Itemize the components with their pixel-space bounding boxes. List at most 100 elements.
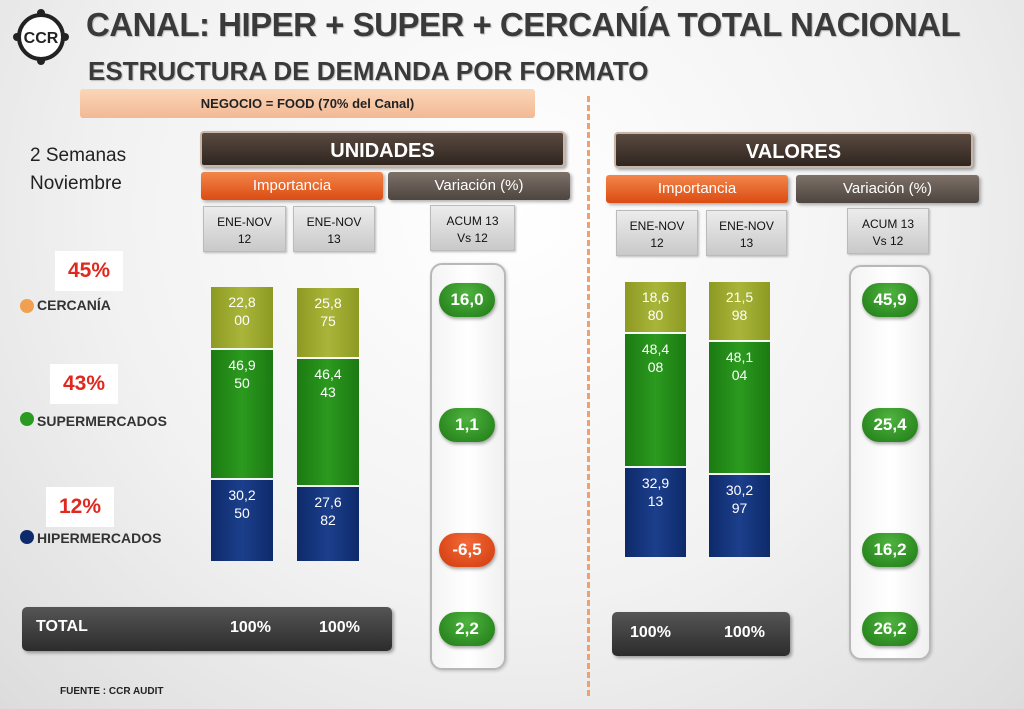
valores-total-bar: 100% 100% [612,612,790,656]
unidades-variation-supermercados: 1,1 [439,408,495,442]
segment-value-label-line2: 04 [731,367,748,383]
valores-col-2013: ENE-NOV 13 [706,210,787,256]
valores-bar-2013-segment-cercania: 21,5 98 [709,282,770,340]
period-line1: 2 Semanas [30,145,127,166]
unidades-variation-total: 2,2 [439,612,495,646]
valores-bar-2012-segment-supermercados: 48,4 08 [625,334,686,466]
unidades-bar-2012: 30,2 50 46,9 50 22,8 00 [211,285,273,561]
valores-col-acum: ACUM 13 Vs 12 [847,208,929,254]
unidades-variation-column [430,263,506,670]
valores-variation-cercania: 45,9 [862,283,918,317]
segment-value-label-line2: 00 [234,312,250,328]
ccr-logo: CCR [12,8,70,66]
valores-header: VALORES [614,132,973,168]
valores-variation-total: 26,2 [862,612,918,646]
unidades-total-label: TOTAL [36,618,88,635]
unidades-col-2012: ENE-NOV 12 [203,206,286,252]
valores-col-2012-line2: 12 [650,236,664,250]
valores-bar-2013: 30,2 97 48,1 04 21,5 98 [709,281,770,557]
unidades-bar-2013-segment-cercania: 25,8 75 [297,288,359,357]
valores-bar-2013-segment-hipermercados: 30,2 97 [709,475,770,557]
valores-col-acum-line2: Vs 12 [872,234,904,248]
unidades-col-2012-line1: ENE-NOV [217,215,272,229]
page-title: CANAL: HIPER + SUPER + CERCANÍA TOTAL NA… [86,6,961,43]
legend-label-cercania: CERCANÍA [37,297,111,313]
segment-value-label-line1: 25,8 [314,295,342,311]
ccr-logo-icon: CCR [13,9,69,65]
negocio-banner: NEGOCIO = FOOD (70% del Canal) [80,89,535,118]
valores-bar-2013-segment-supermercados: 48,1 04 [709,342,770,473]
valores-total-2013: 100% [724,624,765,641]
segment-value-label-line1: 21,5 [725,289,754,305]
source-note: FUENTE : CCR AUDIT [60,686,164,697]
segment-value-label-line1: 32,9 [641,475,670,491]
valores-col-2013-line2: 13 [739,236,754,250]
legend-dot-cercania [20,299,34,313]
logo-text: CCR [24,30,59,47]
segment-value-label-line1: 48,1 [725,349,754,365]
unidades-bar-2013-segment-supermercados: 46,4 43 [297,359,359,485]
period-label: 2 Semanas Noviembre [30,142,126,198]
segment-value-label-line2: 98 [731,307,748,323]
unidades-total-2013: 100% [319,619,360,636]
legend-label-supermercados: SUPERMERCADOS [37,413,167,429]
valores-total-2012: 100% [630,624,671,641]
segment-value-label-line1: 46,4 [314,366,342,382]
unidades-col-acum: ACUM 13 Vs 12 [430,205,515,251]
segment-value-label-line2: 50 [234,375,250,391]
unidades-importancia-tab: Importancia [201,172,383,200]
unidades-variation-cercania: 16,0 [439,283,495,317]
unidades-total-2012: 100% [230,619,271,636]
segment-value-label-line2: 97 [731,500,748,516]
valores-col-acum-line1: ACUM 13 [861,217,914,231]
unidades-bar-2012-segment-cercania: 22,8 00 [211,287,273,348]
segment-value-label-line2: 50 [234,505,250,521]
legend-share-supermercados: 43% [50,364,118,404]
legend-dot-supermercados [20,412,34,426]
section-divider [587,96,590,696]
valores-variation-supermercados: 25,4 [862,408,918,442]
segment-value-label-line2: 80 [647,307,664,323]
unidades-variacion-tab: Variación (%) [388,172,570,200]
valores-variacion-tab: Variación (%) [796,175,979,203]
unidades-bar-2013: 27,6 82 46,4 43 25,8 75 [297,285,359,561]
unidades-col-2012-line2: 12 [237,232,252,246]
segment-value-label-line1: 27,6 [314,494,342,510]
valores-bar-2012-segment-cercania: 18,6 80 [625,282,686,332]
segment-value-label-line1: 22,8 [228,294,256,310]
legend-share-hipermercados: 12% [46,487,114,527]
segment-value-label-line1: 30,2 [228,487,256,503]
segment-value-label-line2: 13 [647,493,664,509]
period-line2: Noviembre [30,173,122,194]
segment-value-label-line2: 08 [647,359,664,375]
valores-variation-column [849,265,931,660]
unidades-bar-2012-segment-supermercados: 46,9 50 [211,350,273,478]
unidades-bar-2012-segment-hipermercados: 30,2 50 [211,480,273,561]
unidades-bar-2013-segment-hipermercados: 27,6 82 [297,487,359,561]
segment-value-label-line1: 48,4 [641,341,670,357]
unidades-variation-hipermercados: -6,5 [439,533,495,567]
legend-dot-hipermercados [20,530,34,544]
valores-variation-hipermercados: 16,2 [862,533,918,567]
legend-share-cercania: 45% [55,251,123,291]
page-subtitle: ESTRUCTURA DE DEMANDA POR FORMATO [88,56,649,86]
segment-value-label-line1: 18,6 [641,289,670,305]
segment-value-label-line1: 30,2 [725,482,754,498]
unidades-total-bar: TOTAL 100% 100% [22,607,392,651]
valores-col-2013-line1: ENE-NOV [719,219,774,233]
unidades-col-2013-line2: 13 [327,232,341,246]
unidades-header: UNIDADES [200,131,565,167]
valores-bar-2012-segment-hipermercados: 32,9 13 [625,468,686,557]
valores-col-2012-line1: ENE-NOV [629,219,685,233]
unidades-col-acum-line1: ACUM 13 [446,214,499,228]
legend-label-hipermercados: HIPERMERCADOS [37,530,162,546]
segment-value-label-line1: 46,9 [228,357,256,373]
segment-value-label-line2: 82 [320,512,336,528]
unidades-col-2013: ENE-NOV 13 [293,206,375,252]
unidades-col-2013-line1: ENE-NOV [306,215,362,229]
segment-value-label-line2: 75 [320,313,336,329]
valores-bar-2012: 32,9 13 48,4 08 18,6 80 [625,281,686,557]
valores-col-2012: ENE-NOV 12 [616,210,698,256]
unidades-col-acum-line2: Vs 12 [457,231,488,245]
segment-value-label-line2: 43 [320,384,336,400]
